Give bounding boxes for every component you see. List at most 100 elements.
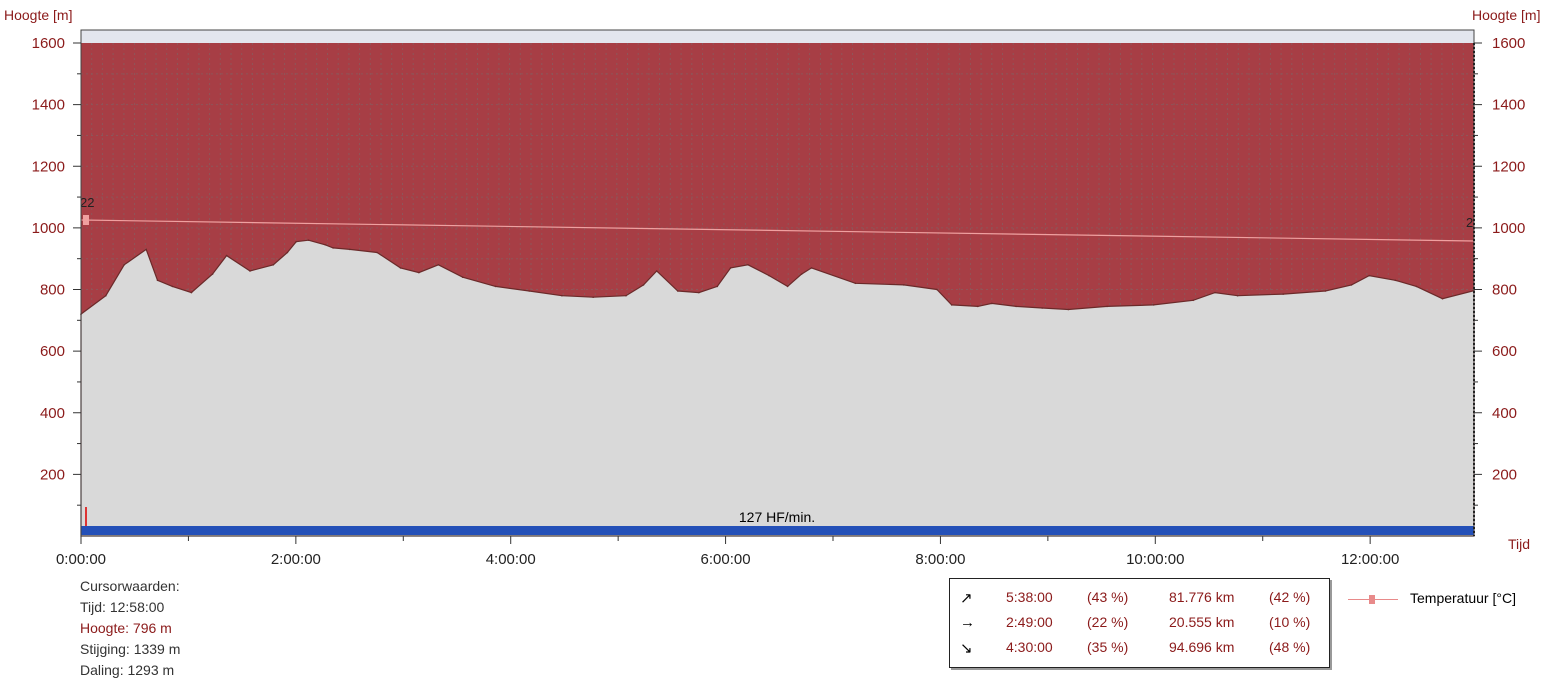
y-tick-label-right: 800: [1492, 282, 1517, 299]
elevation-point: [1415, 285, 1418, 288]
cursor-time: Tijd: 12:58:00: [80, 599, 165, 615]
x-tick-label: 10:00:00: [1126, 551, 1184, 568]
cursor-values-panel: Cursorwaarden: Tijd: 12:58:00 Hoogte: 79…: [80, 576, 180, 681]
cursor-title: Cursorwaarden:: [80, 578, 180, 594]
elevation-point: [977, 305, 979, 308]
gradient-stats-table: ↗ 5:38:00 (43 %) 81.776 km (42 %) → 2:49…: [949, 578, 1330, 668]
downhill-distance: 94.696 km: [1169, 639, 1235, 655]
elevation-point: [307, 239, 310, 241]
elevation-point: [272, 264, 275, 266]
y-axis-right-title: Hoogte [m]: [1472, 7, 1541, 23]
arrow-down-right-icon: ↘: [960, 640, 973, 657]
flat-time: 2:49:00: [1006, 614, 1053, 630]
elevation-point: [494, 285, 497, 288]
elevation-point: [677, 290, 679, 292]
elevation-point: [1192, 299, 1194, 302]
x-tick-label: 8:00:00: [915, 551, 965, 568]
elevation-point: [249, 270, 251, 272]
elevation-point: [105, 294, 107, 297]
elevation-point: [1350, 284, 1353, 286]
uphill-distance-pct: (42 %): [1269, 589, 1311, 605]
y-tick-label-right: 400: [1492, 405, 1517, 422]
elevation-point: [1368, 274, 1370, 277]
elevation-point: [528, 290, 530, 292]
elevation-point: [950, 304, 953, 306]
cursor-descent: Daling: 1293 m: [80, 662, 175, 678]
heart-rate-band: [81, 526, 1474, 535]
elevation-point: [655, 270, 658, 272]
uphill-time-pct: (43 %): [1087, 589, 1129, 605]
elevation-point: [156, 279, 159, 282]
y-tick-label-right: 600: [1492, 343, 1517, 360]
elevation-point: [376, 251, 378, 254]
flat-time-pct: (22 %): [1087, 614, 1129, 630]
elevation-point: [592, 296, 594, 299]
y-tick-label-left: 600: [40, 343, 65, 360]
x-tick-label: 0:00:00: [56, 551, 106, 568]
y-tick-label-right: 1000: [1492, 220, 1525, 237]
elevation-point: [1394, 279, 1397, 282]
elevation-point: [936, 288, 938, 291]
elevation-point: [768, 274, 770, 277]
arrow-up-right-icon: ↗: [960, 590, 973, 607]
elevation-point: [716, 285, 719, 288]
downhill-time-pct: (35 %): [1087, 639, 1129, 655]
y-tick-label-left: 1000: [32, 220, 65, 237]
elevation-point: [190, 291, 193, 294]
x-tick-label: 4:00:00: [486, 551, 536, 568]
y-tick-label-left: 1200: [32, 158, 65, 175]
stats-row-flat: → 2:49:00 (22 %) 20.555 km (10 %): [950, 610, 1329, 635]
temperature-start-marker: [83, 215, 89, 225]
y-tick-label-left: 200: [40, 466, 65, 483]
elevation-point: [171, 285, 174, 288]
elevation-point: [295, 240, 298, 243]
uphill-distance: 81.776 km: [1169, 589, 1235, 605]
elevation-point: [561, 294, 563, 297]
elevation-point: [123, 264, 125, 266]
uphill-time: 5:38:00: [1006, 589, 1053, 605]
temperature-end-label: 2: [1466, 215, 1473, 230]
elevation-point: [1152, 304, 1155, 306]
legend-temperature-marker: [1369, 595, 1375, 604]
elevation-point: [625, 294, 627, 297]
elevation-point: [698, 291, 700, 294]
temperature-line: [80, 219, 1475, 242]
elevation-point: [810, 267, 813, 269]
elevation-point: [991, 302, 993, 305]
y-tick-label-left: 1600: [32, 35, 65, 52]
y-tick-label-right: 1200: [1492, 158, 1525, 175]
stats-row-downhill: ↘ 4:30:00 (35 %) 94.696 km (48 %): [950, 635, 1329, 660]
elevation-point: [642, 284, 645, 286]
temperature-start-label: 22: [80, 195, 94, 210]
elevation-point: [1282, 293, 1284, 295]
elevation-point: [854, 282, 857, 285]
elevation-point: [1106, 305, 1108, 308]
elevation-point: [1214, 291, 1216, 294]
y-tick-label-right: 1600: [1492, 35, 1525, 52]
elevation-point: [332, 247, 334, 249]
elevation-point: [1067, 308, 1070, 311]
downhill-time: 4:30:00: [1006, 639, 1053, 655]
x-tick-label: 6:00:00: [701, 551, 751, 568]
elevation-point: [1015, 305, 1017, 308]
downhill-distance-pct: (48 %): [1269, 639, 1311, 655]
legend-temperature-label: Temperatuur [°C]: [1410, 590, 1516, 606]
elevation-point: [903, 284, 905, 286]
elevation-point: [324, 244, 327, 246]
x-tick-label: 2:00:00: [271, 551, 321, 568]
elevation-point: [1236, 294, 1239, 297]
elevation-point: [1041, 307, 1043, 309]
elevation-point: [800, 273, 803, 275]
x-tick-label: 12:00:00: [1341, 551, 1399, 568]
cursor-ascent: Stijging: 1339 m: [80, 641, 181, 657]
elevation-point: [349, 248, 351, 251]
x-axis-title: Tijd: [1508, 536, 1531, 552]
plot-top-band: [81, 30, 1474, 43]
arrow-right-icon: →: [960, 614, 975, 631]
heart-rate-label: 127 HF/min.: [739, 509, 815, 525]
flat-distance: 20.555 km: [1169, 614, 1235, 630]
y-tick-label-left: 1400: [32, 97, 65, 114]
elevation-point: [747, 264, 749, 266]
elevation-point: [286, 251, 289, 254]
